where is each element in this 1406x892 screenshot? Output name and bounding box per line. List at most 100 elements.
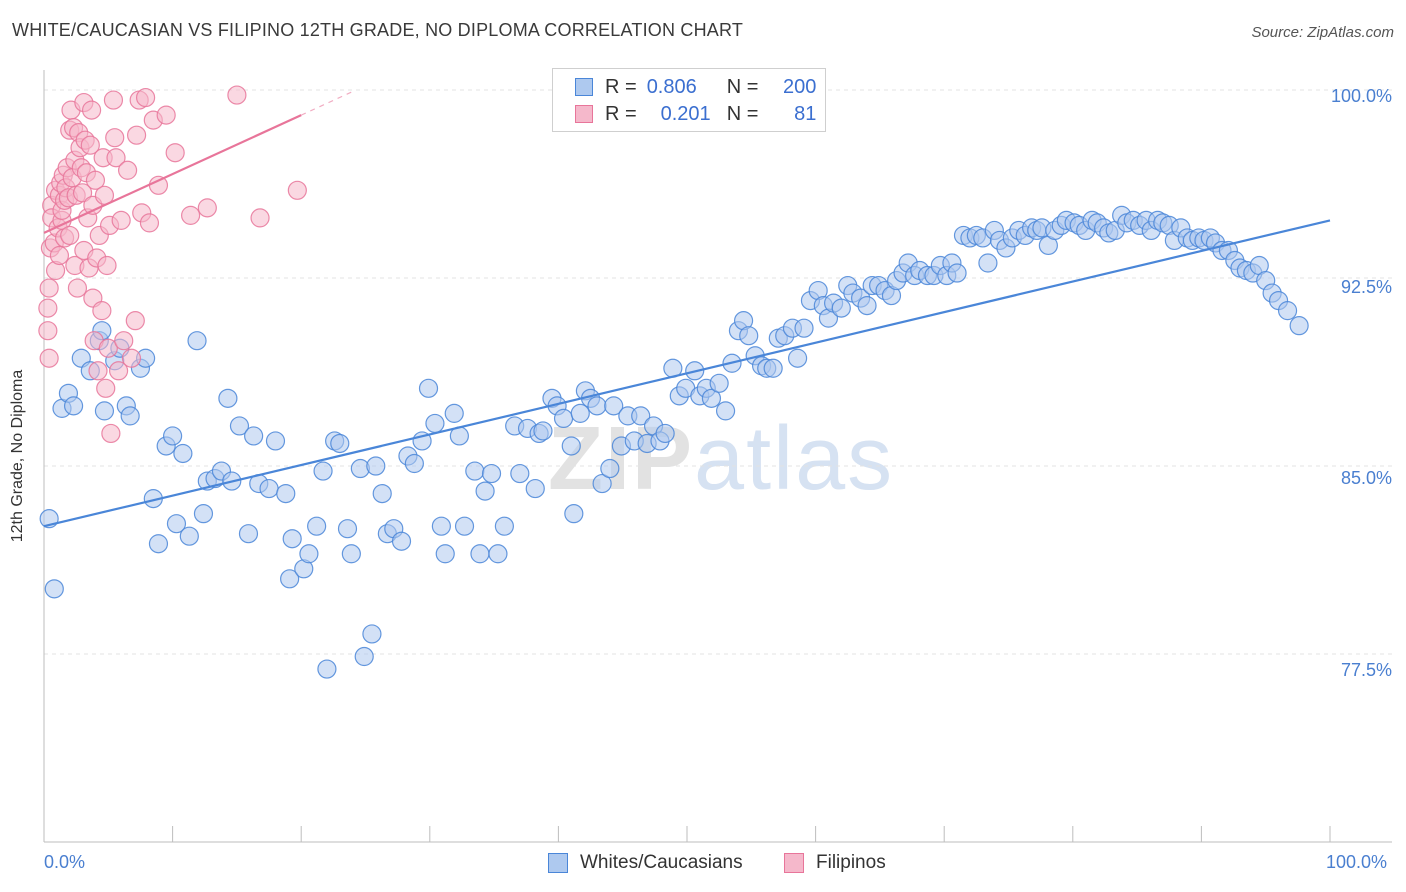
series-label-white: Whites/Caucasians: [580, 852, 743, 873]
white-point-199: [1289, 316, 1309, 336]
white-point-38: [282, 529, 302, 549]
filipino-point-74: [156, 105, 176, 125]
y-axis-label: 12th Grade, No Diploma: [9, 369, 26, 543]
filipino-point-70: [135, 87, 156, 108]
white-point-1: [44, 579, 64, 599]
white-point-89: [604, 396, 624, 416]
source-credit: Source: ZipAtlas.com: [1251, 24, 1394, 41]
legend-r-label: R =: [605, 75, 637, 98]
filipino-point-58: [103, 90, 124, 110]
filipino-point-71: [139, 213, 160, 233]
white-point-106: [715, 401, 736, 421]
white-trend-line: [43, 219, 1331, 528]
filipino-point-2: [39, 348, 59, 368]
white-point-75: [525, 478, 545, 499]
legend-row-filipino: R = 0.201 N = 81: [575, 102, 816, 126]
y-tick-label-92-5: 92.5%: [1340, 277, 1392, 297]
white-point-59: [418, 378, 439, 398]
white-point-34: [259, 478, 279, 499]
white-point-31: [238, 524, 259, 544]
filipino-trend-extension: [300, 91, 353, 116]
white-point-36: [276, 483, 296, 504]
legend-swatch-filipino: [575, 105, 593, 123]
white-point-61: [431, 516, 451, 536]
filipino-point-76: [181, 205, 201, 225]
white-point-47: [341, 544, 361, 564]
white-point-71: [494, 516, 514, 536]
filipino-point-54: [97, 255, 117, 276]
white-point-51: [366, 456, 386, 476]
white-point-105: [709, 373, 729, 393]
series-swatch-white: [548, 853, 568, 873]
series-swatch-filipino: [784, 853, 804, 873]
filipino-point-57: [101, 423, 121, 444]
y-tick-label-85: 85.0%: [1340, 468, 1392, 488]
white-point-9: [94, 401, 115, 421]
filipino-point-64: [117, 160, 138, 180]
white-point-125: [831, 298, 851, 318]
y-tick-label-100: 100.0%: [1330, 86, 1392, 106]
white-point-70: [488, 544, 508, 564]
filipino-point-77: [197, 198, 217, 218]
filipino-point-48: [88, 361, 108, 381]
series-label-filipino: Filipinos: [816, 852, 886, 873]
x-tick-label-min: 0.0%: [44, 852, 86, 872]
legend-row-white: R = 0.806 N = 200: [575, 75, 816, 99]
filipino-point-34: [72, 183, 93, 203]
white-point-65: [454, 516, 475, 536]
white-point-110: [739, 326, 759, 346]
filipino-point-30: [67, 278, 88, 298]
legend-n-label: N =: [726, 75, 759, 98]
chart-title: WHITE/CAUCASIAN VS FILIPINO 12TH GRADE, …: [12, 20, 744, 40]
white-point-97: [655, 423, 675, 444]
white-point-67: [470, 544, 490, 564]
white-point-30: [229, 416, 250, 436]
white-point-23: [187, 331, 207, 351]
filipino-point-59: [105, 128, 125, 148]
white-point-41: [307, 516, 327, 536]
white-point-40: [299, 544, 319, 564]
watermark-atlas: atlas: [694, 409, 895, 509]
filipino-point-3: [39, 278, 59, 298]
white-point-68: [475, 481, 495, 501]
filipino-point-73: [148, 175, 169, 195]
white-point-119: [794, 318, 814, 338]
white-point-21: [173, 443, 193, 464]
white-point-149: [978, 253, 998, 273]
white-point-93: [631, 406, 651, 426]
white-point-104: [701, 388, 722, 408]
filipino-point-50: [92, 301, 112, 321]
white-point-45: [330, 433, 350, 454]
white-point-13: [120, 406, 140, 426]
white-point-114: [763, 358, 783, 378]
correlation-legend: R = 0.806 N = 200 R = 0.201 N = 81: [552, 68, 826, 132]
legend-n-value: 81: [794, 102, 817, 125]
white-point-69: [481, 463, 502, 484]
white-point-29: [218, 388, 238, 408]
white-point-87: [592, 473, 612, 494]
white-point-77: [533, 421, 553, 441]
legend-n-value: 200: [783, 75, 817, 98]
white-point-57: [404, 453, 424, 474]
filipino-point-80: [287, 180, 307, 200]
white-point-118: [787, 348, 808, 368]
white-point-66: [465, 461, 485, 481]
filipino-point-75: [165, 143, 185, 163]
white-point-43: [317, 659, 337, 679]
filipino-point-61: [108, 361, 129, 381]
white-point-144: [947, 263, 967, 283]
white-point-86: [587, 396, 607, 416]
white-point-49: [354, 646, 374, 667]
filipino-point-46: [85, 170, 106, 190]
filipino-point-66: [125, 311, 145, 331]
filipino-point-79: [250, 208, 270, 228]
white-point-82: [564, 504, 584, 524]
white-point-81: [561, 436, 581, 456]
white-point-73: [510, 463, 530, 484]
x-tick-label-max: 100.0%: [1326, 852, 1388, 872]
white-point-198: [1277, 301, 1298, 321]
white-point-24: [193, 504, 214, 524]
white-point-52: [372, 483, 392, 504]
white-point-42: [313, 461, 333, 481]
